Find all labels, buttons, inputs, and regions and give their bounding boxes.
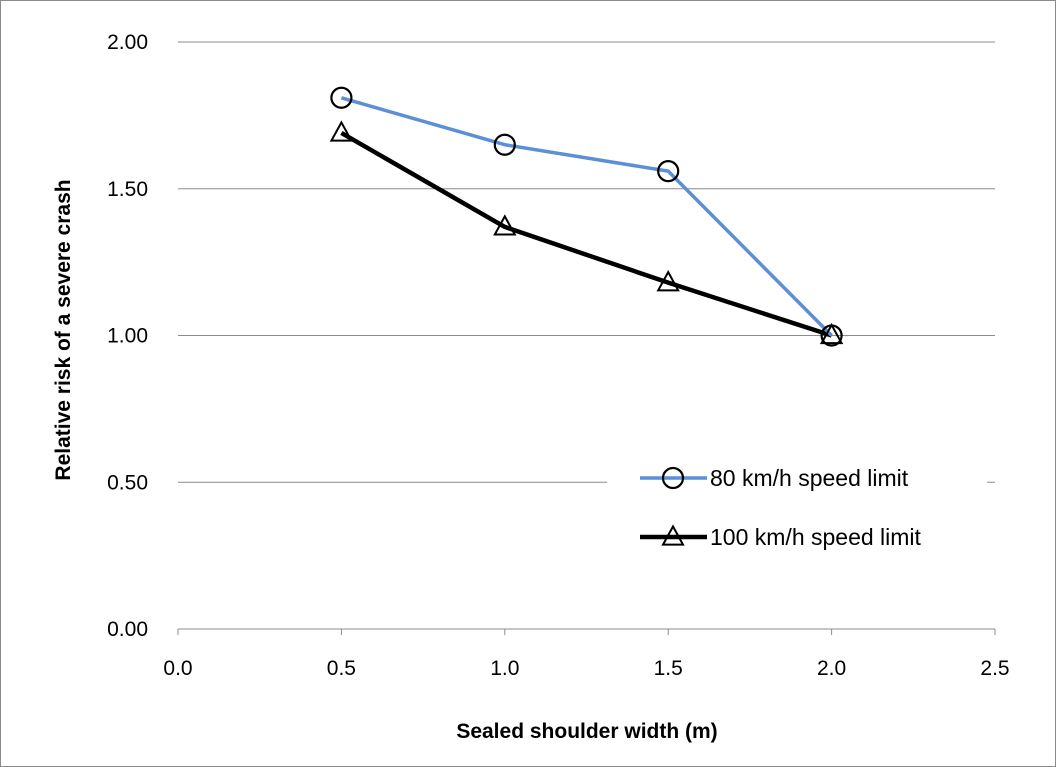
y-tick-label: 0.50 (107, 471, 148, 494)
x-tick-label: 0.5 (327, 657, 356, 680)
legend-label: 100 km/h speed limit (710, 524, 922, 550)
x-tick-label: 1.0 (490, 657, 519, 680)
data-point-triangle (493, 214, 517, 236)
data-point-triangle (329, 120, 354, 142)
legend-label: 80 km/h speed limit (710, 465, 909, 491)
y-tick-label: 0.00 (107, 618, 148, 641)
data-point-circle (330, 86, 353, 109)
data-point-triangle (819, 322, 844, 345)
y-tick-label: 1.50 (107, 178, 148, 201)
legend-marker-triangle (661, 524, 685, 546)
y-axis-title: Relative risk of a severe crash (52, 179, 75, 480)
legend: 80 km/h speed limit 100 km/h speed limit (607, 450, 987, 570)
x-tick-label: 1.5 (654, 657, 683, 680)
x-tick-label: 2.0 (817, 657, 846, 680)
x-axis-title: Sealed shoulder width (m) (456, 720, 717, 743)
x-tick-label: 2.5 (980, 657, 1009, 680)
data-point-circle (493, 133, 516, 156)
x-tick-label: 0.0 (163, 657, 192, 680)
series-line-triangle (340, 131, 833, 338)
series (329, 86, 844, 347)
series-line-circle (340, 96, 833, 337)
legend-background (607, 450, 987, 570)
data-point-triangle (656, 270, 680, 292)
legend-marker-circle (661, 466, 685, 490)
tick-labels: 0.00 0.50 1.00 1.50 2.00 0.0 0.5 1.0 1.5 2.0 2.5 (107, 31, 1009, 680)
y-tick-label: 1.00 (107, 325, 148, 348)
axes (177, 628, 996, 635)
data-point-circle (820, 324, 843, 347)
gridlines (178, 41, 995, 483)
data-point-circle (657, 160, 680, 183)
y-tick-label: 2.00 (107, 31, 148, 54)
